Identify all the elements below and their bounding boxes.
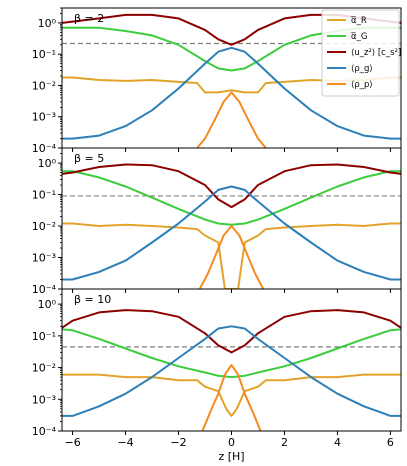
series-uz2-line [62, 309, 401, 354]
y-tick-label: 10⁻² [32, 362, 56, 375]
y-tick-label: 10⁰ [38, 17, 57, 30]
series-alphaG-line [62, 328, 401, 379]
x-tick-label: −4 [117, 436, 133, 449]
x-tick-label: 2 [281, 436, 288, 449]
beta-label: β = 2 [74, 12, 104, 25]
legend-entry-label: ⟨ρ_p⟩ [351, 80, 373, 90]
series-rhog-line [62, 325, 401, 417]
x-tick-label: −2 [170, 436, 186, 449]
legend-entry-label: α̅_G [351, 32, 368, 42]
y-tick-label: 10⁻³ [32, 111, 56, 124]
panel-2: 10⁻⁴ 10⁻³ 10⁻² 10⁻¹ 10⁰ β = 5 [32, 147, 402, 296]
legend: α̅_R α̅_G ⟨u_z²⟩ [c_s²] ⟨ρ_g⟩ ⟨ρ_p⟩ [321, 9, 401, 97]
x-tick-label: −6 [64, 436, 80, 449]
y-tick-label: 10⁻⁴ [32, 283, 57, 296]
beta-label: β = 10 [74, 293, 111, 306]
beta-label: β = 5 [74, 152, 104, 165]
x-tick-label: 4 [334, 436, 341, 449]
x-axis-label: z [H] [218, 450, 244, 463]
series-alphaR-line [62, 373, 401, 417]
y-tick-label: 10⁻² [32, 79, 56, 92]
series-rhop-line [201, 364, 262, 431]
series-rhop-line [198, 225, 265, 289]
y-tick-label: 10⁻¹ [32, 189, 56, 202]
panel-frame [61, 147, 402, 290]
panel-series-group [62, 309, 401, 431]
legend-entry-label: ⟨u_z²⟩ [c_s²] [351, 48, 401, 58]
legend-entry-label: ⟨ρ_g⟩ [351, 64, 373, 74]
series-rhog-line [62, 185, 401, 281]
y-tick-label: 10⁻¹ [32, 48, 56, 61]
panel-3: 10⁻⁴ 10⁻³ 10⁻² 10⁻¹ 10⁰ −6 −4 −2 0 2 4 6 β = 10 [32, 288, 402, 449]
series-alphaG-line [62, 170, 401, 226]
x-tick-label: 6 [387, 436, 394, 449]
y-tick-label: 10⁻³ [32, 252, 56, 265]
series-uz2-line [62, 163, 401, 209]
series-alphaR-line [62, 222, 401, 289]
y-tick-label: 10⁰ [38, 157, 57, 170]
panel-series-group [62, 163, 401, 289]
series-rhop-line [196, 91, 267, 148]
panel-1: 10⁻⁴ 10⁻³ 10⁻² 10⁻¹ 10⁰ β = 2 [32, 7, 402, 155]
y-tick-label: 10⁻¹ [32, 330, 56, 343]
series-rhog-line [62, 46, 401, 140]
y-tick-label: 10⁻³ [32, 393, 56, 406]
legend-entry-label: α̅_R [351, 16, 367, 26]
y-tick-label: 10⁰ [38, 298, 57, 311]
legend-box [321, 9, 400, 97]
y-tick-label: 10⁻² [32, 220, 56, 233]
y-tick-label: 10⁻⁴ [32, 142, 57, 155]
y-tick-label: 10⁻⁴ [32, 425, 57, 438]
x-tick-label: 0 [228, 436, 235, 449]
